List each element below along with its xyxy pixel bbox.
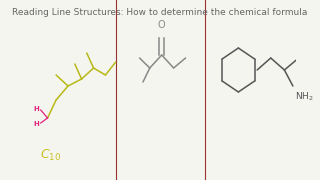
Text: NH$_2$: NH$_2$ xyxy=(295,90,313,102)
Text: H: H xyxy=(33,121,39,127)
Text: $\it{C}_{10}$: $\it{C}_{10}$ xyxy=(40,148,61,163)
Text: Reading Line Structures: How to determine the chemical formula: Reading Line Structures: How to determin… xyxy=(12,8,308,17)
Text: O: O xyxy=(158,20,165,30)
Text: H: H xyxy=(33,106,39,112)
